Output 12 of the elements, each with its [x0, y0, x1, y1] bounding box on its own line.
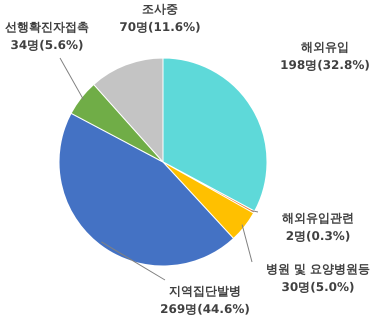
data-label: 198명(32.8%) [280, 58, 370, 72]
data-label: 34명(5.6%) [10, 38, 84, 52]
slice-label: 병원 및 요양병원등 [266, 262, 370, 276]
data-label: 70명(11.6%) [119, 20, 201, 34]
data-label: 269명(44.6%) [160, 302, 250, 316]
slice-label: 지역집단발병 [169, 284, 241, 298]
data-label: 2명(0.3%) [286, 229, 350, 243]
slice-label: 해외유입관련 [282, 211, 354, 225]
slice-label: 선행확진자접촉 [5, 20, 89, 34]
slice-label: 해외유입 [301, 40, 349, 54]
data-label: 30명(5.0%) [282, 280, 354, 294]
slice-label: 조사중 [142, 2, 178, 16]
